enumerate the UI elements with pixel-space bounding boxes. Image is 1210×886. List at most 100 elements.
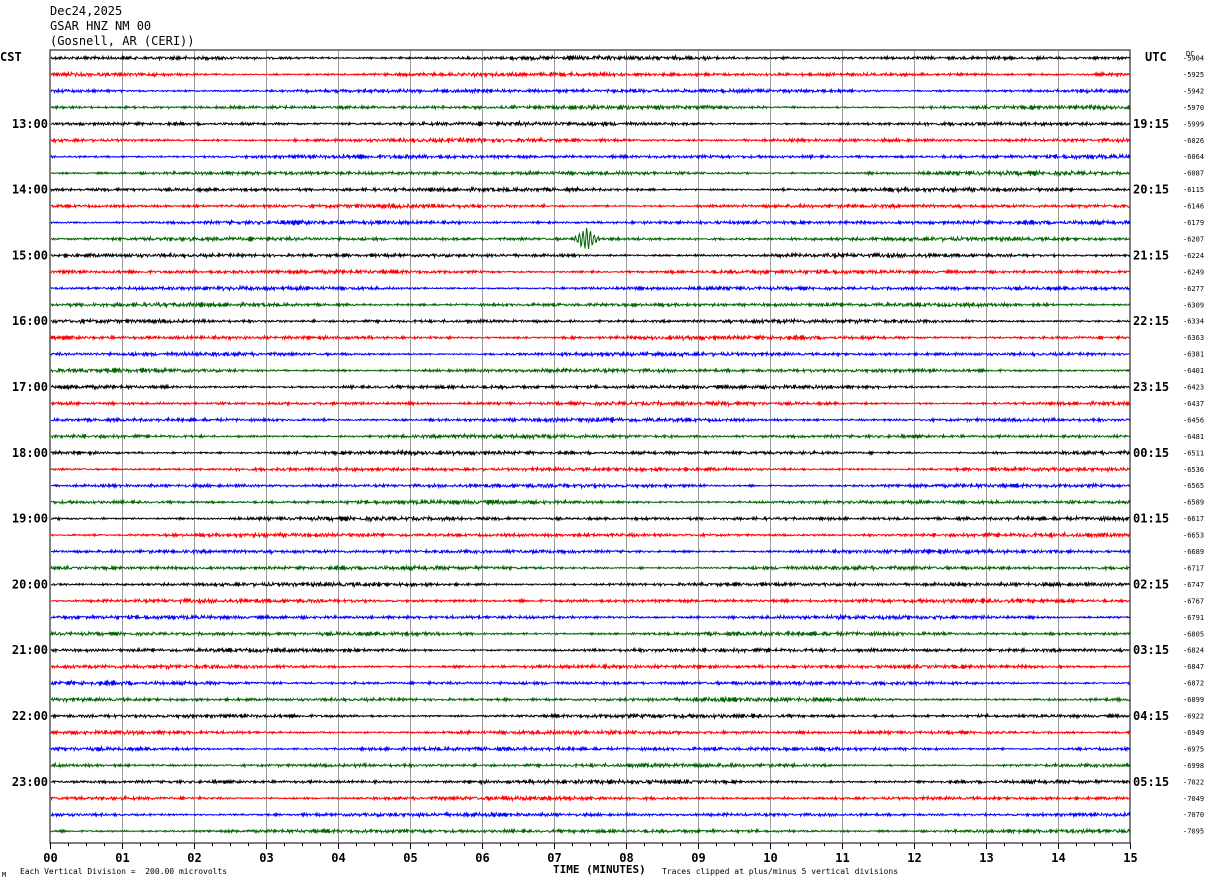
dc-offset-label: -6824 bbox=[1183, 647, 1204, 655]
trace-line bbox=[50, 350, 1130, 359]
dc-offset-label: -6717 bbox=[1183, 564, 1204, 572]
dc-offset-label: -6872 bbox=[1183, 680, 1204, 688]
hour-label-utc: 22:15 bbox=[1133, 314, 1169, 328]
trace-line bbox=[50, 416, 1131, 424]
dc-offset-label: -6747 bbox=[1183, 581, 1204, 589]
hour-label-utc: 19:15 bbox=[1133, 117, 1169, 131]
hour-label-utc: 23:15 bbox=[1133, 380, 1169, 394]
trace-line bbox=[50, 514, 1130, 523]
hour-label-local: 15:00 bbox=[12, 248, 48, 262]
dc-offset-label: -6064 bbox=[1183, 153, 1204, 161]
dc-offset-label: -6026 bbox=[1183, 137, 1204, 145]
trace-line bbox=[50, 300, 1131, 309]
dc-offset-label: -6115 bbox=[1183, 186, 1204, 194]
chart-date: Dec24,2025 bbox=[50, 4, 123, 18]
dc-offset-label: -6249 bbox=[1183, 268, 1204, 276]
trace-line bbox=[50, 317, 1130, 325]
trace-line bbox=[50, 366, 1131, 375]
dc-offset-label: -5925 bbox=[1183, 71, 1204, 79]
hour-label-local: 23:00 bbox=[12, 775, 48, 789]
trace-line bbox=[50, 185, 1131, 194]
dc-offset-label: -6922 bbox=[1183, 713, 1204, 721]
hour-label-local: 21:00 bbox=[12, 643, 48, 657]
trace-line bbox=[50, 465, 1130, 474]
x-tick-label: 00 bbox=[43, 851, 57, 865]
dc-offset-label: -7095 bbox=[1183, 828, 1204, 836]
dc-offset-label: -6511 bbox=[1183, 449, 1204, 457]
x-tick-label: 08 bbox=[619, 851, 633, 865]
trace-line bbox=[50, 827, 1131, 835]
trace-line bbox=[50, 168, 1130, 178]
x-tick-label: 07 bbox=[547, 851, 561, 865]
dc-offset-label: -6653 bbox=[1183, 532, 1204, 540]
hour-label-local: 14:00 bbox=[12, 183, 48, 197]
hour-label-utc: 02:15 bbox=[1133, 577, 1169, 591]
trace-line bbox=[50, 87, 1131, 95]
dc-offset-label: -7070 bbox=[1183, 811, 1204, 819]
dc-offset-label: -6536 bbox=[1183, 466, 1204, 474]
trace-line bbox=[50, 728, 1131, 737]
hour-label-local: 17:00 bbox=[12, 380, 48, 394]
trace-line bbox=[50, 251, 1131, 260]
trace-line bbox=[50, 218, 1131, 227]
dc-offset-label: -6207 bbox=[1183, 235, 1204, 243]
trace-line bbox=[50, 284, 1130, 293]
trace-line bbox=[50, 498, 1131, 506]
x-tick-label: 09 bbox=[691, 851, 705, 865]
timezone-right-label: UTC bbox=[1145, 50, 1167, 64]
x-tick-label: 03 bbox=[259, 851, 273, 865]
x-axis-label: TIME (MINUTES) bbox=[553, 863, 646, 876]
dc-offset-label: -6437 bbox=[1183, 400, 1204, 408]
trace-line bbox=[50, 662, 1131, 671]
station-code: GSAR HNZ NM 00 bbox=[50, 19, 152, 33]
x-tick-label: 14 bbox=[1051, 851, 1065, 865]
x-tick-label: 05 bbox=[403, 851, 417, 865]
dc-offset-label: -6847 bbox=[1183, 663, 1204, 671]
dc-offset-label: -6791 bbox=[1183, 614, 1204, 622]
dc-offset-label: -6334 bbox=[1183, 318, 1204, 326]
dc-offset-label: -7049 bbox=[1183, 795, 1204, 803]
trace-line bbox=[50, 136, 1131, 145]
x-tick-label: 04 bbox=[331, 851, 345, 865]
x-tick-label: 10 bbox=[763, 851, 777, 865]
x-tick-label: 06 bbox=[475, 851, 489, 865]
trace-line bbox=[50, 777, 1131, 786]
hour-label-utc: 20:15 bbox=[1133, 183, 1169, 197]
dc-offset-label: -6998 bbox=[1183, 762, 1204, 770]
trace-line bbox=[50, 432, 1130, 441]
dc-offset-label: -6481 bbox=[1183, 433, 1204, 441]
dc-offset-label: -6689 bbox=[1183, 548, 1204, 556]
trace-line bbox=[50, 202, 1130, 211]
trace-line bbox=[50, 268, 1130, 276]
x-tick-label: 11 bbox=[835, 851, 849, 865]
dc-offset-label: -6224 bbox=[1183, 252, 1204, 260]
dc-offset-label: -5904 bbox=[1183, 55, 1204, 63]
clip-note: Traces clipped at plus/minus 5 vertical … bbox=[662, 867, 899, 876]
x-tick-label: 15 bbox=[1123, 851, 1137, 865]
hour-label-utc: 03:15 bbox=[1133, 643, 1169, 657]
scale-note: Each Vertical Division = 200.00 microvol… bbox=[20, 867, 228, 876]
hour-label-utc: 01:15 bbox=[1133, 512, 1169, 526]
trace-line bbox=[50, 448, 1131, 457]
trace-line bbox=[50, 695, 1131, 704]
x-tick-label: 12 bbox=[907, 851, 921, 865]
dc-offset-label: -6309 bbox=[1183, 301, 1204, 309]
dc-offset-label: -6975 bbox=[1183, 745, 1204, 753]
trace-line bbox=[50, 53, 1131, 62]
trace-line bbox=[50, 810, 1131, 819]
trace-line bbox=[50, 678, 1131, 687]
dc-offset-label: -5999 bbox=[1183, 120, 1204, 128]
trace-line bbox=[51, 580, 1131, 589]
trace-line bbox=[50, 613, 1131, 622]
trace-line bbox=[50, 70, 1131, 79]
dc-offset-label: -6767 bbox=[1183, 597, 1204, 605]
station-location: (Gosnell, AR (CERI)) bbox=[50, 34, 195, 48]
trace-line bbox=[50, 794, 1131, 803]
trace-line bbox=[50, 629, 1131, 638]
dc-offset-label: -6363 bbox=[1183, 334, 1204, 342]
hour-label-utc: 04:15 bbox=[1133, 709, 1169, 723]
dc-offset-label: -7022 bbox=[1183, 778, 1204, 786]
x-tick-label: 02 bbox=[187, 851, 201, 865]
dc-offset-label: -6179 bbox=[1183, 219, 1204, 227]
